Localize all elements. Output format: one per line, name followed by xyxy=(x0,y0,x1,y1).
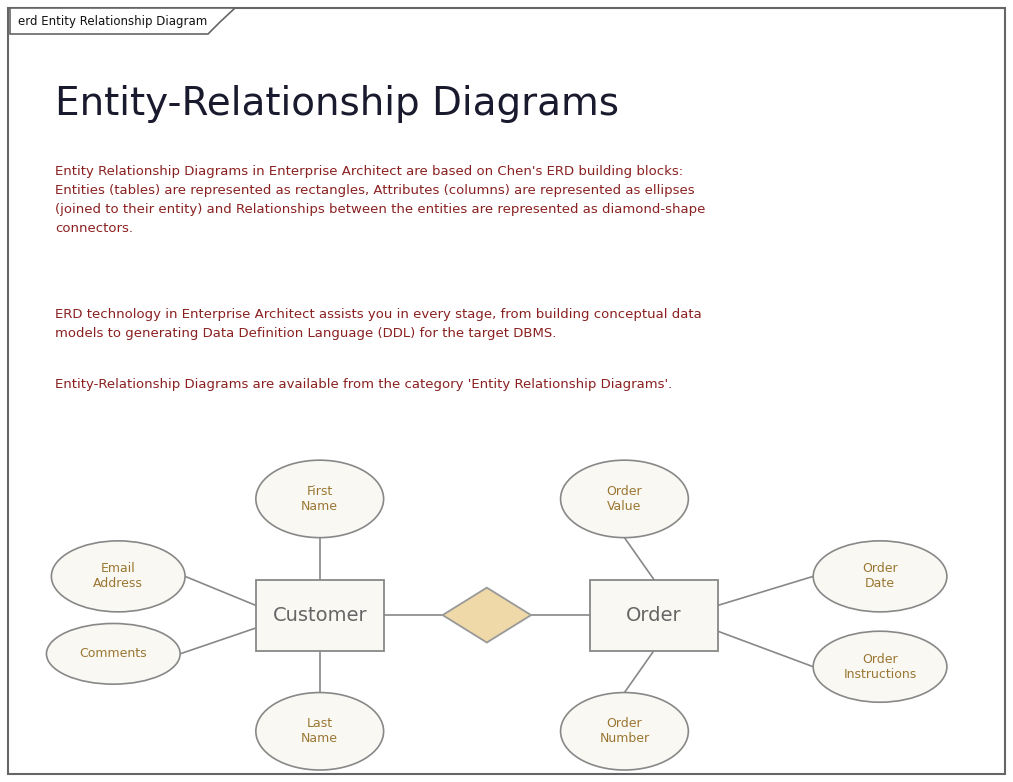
Text: Entity Relationship Diagrams in Enterprise Architect are based on Chen's ERD bui: Entity Relationship Diagrams in Enterpri… xyxy=(55,165,705,235)
Text: First
Name: First Name xyxy=(301,485,338,513)
Polygon shape xyxy=(10,8,235,34)
Text: Order
Value: Order Value xyxy=(607,485,642,513)
Text: Entity-Relationship Diagrams are available from the category 'Entity Relationshi: Entity-Relationship Diagrams are availab… xyxy=(55,378,673,391)
Text: ERD technology in Enterprise Architect assists you in every stage, from building: ERD technology in Enterprise Architect a… xyxy=(55,308,702,340)
Ellipse shape xyxy=(47,623,180,684)
Text: Entity-Relationship Diagrams: Entity-Relationship Diagrams xyxy=(55,85,619,123)
Polygon shape xyxy=(443,587,531,643)
Text: Email
Address: Email Address xyxy=(93,562,143,590)
Text: Order: Order xyxy=(626,605,682,625)
Text: Order
Instructions: Order Instructions xyxy=(844,653,917,680)
Bar xyxy=(256,579,384,651)
Text: Order
Number: Order Number xyxy=(600,717,649,745)
Ellipse shape xyxy=(560,460,689,538)
Ellipse shape xyxy=(52,541,185,612)
Text: Comments: Comments xyxy=(79,647,147,660)
Text: Customer: Customer xyxy=(272,605,367,625)
Text: Order
Date: Order Date xyxy=(862,562,898,590)
Text: erd Entity Relationship Diagram: erd Entity Relationship Diagram xyxy=(18,15,208,27)
Ellipse shape xyxy=(560,693,689,770)
Ellipse shape xyxy=(256,693,384,770)
Ellipse shape xyxy=(813,631,947,702)
Ellipse shape xyxy=(256,460,384,538)
Ellipse shape xyxy=(813,541,947,612)
Bar xyxy=(590,579,718,651)
Text: Last
Name: Last Name xyxy=(301,717,338,745)
